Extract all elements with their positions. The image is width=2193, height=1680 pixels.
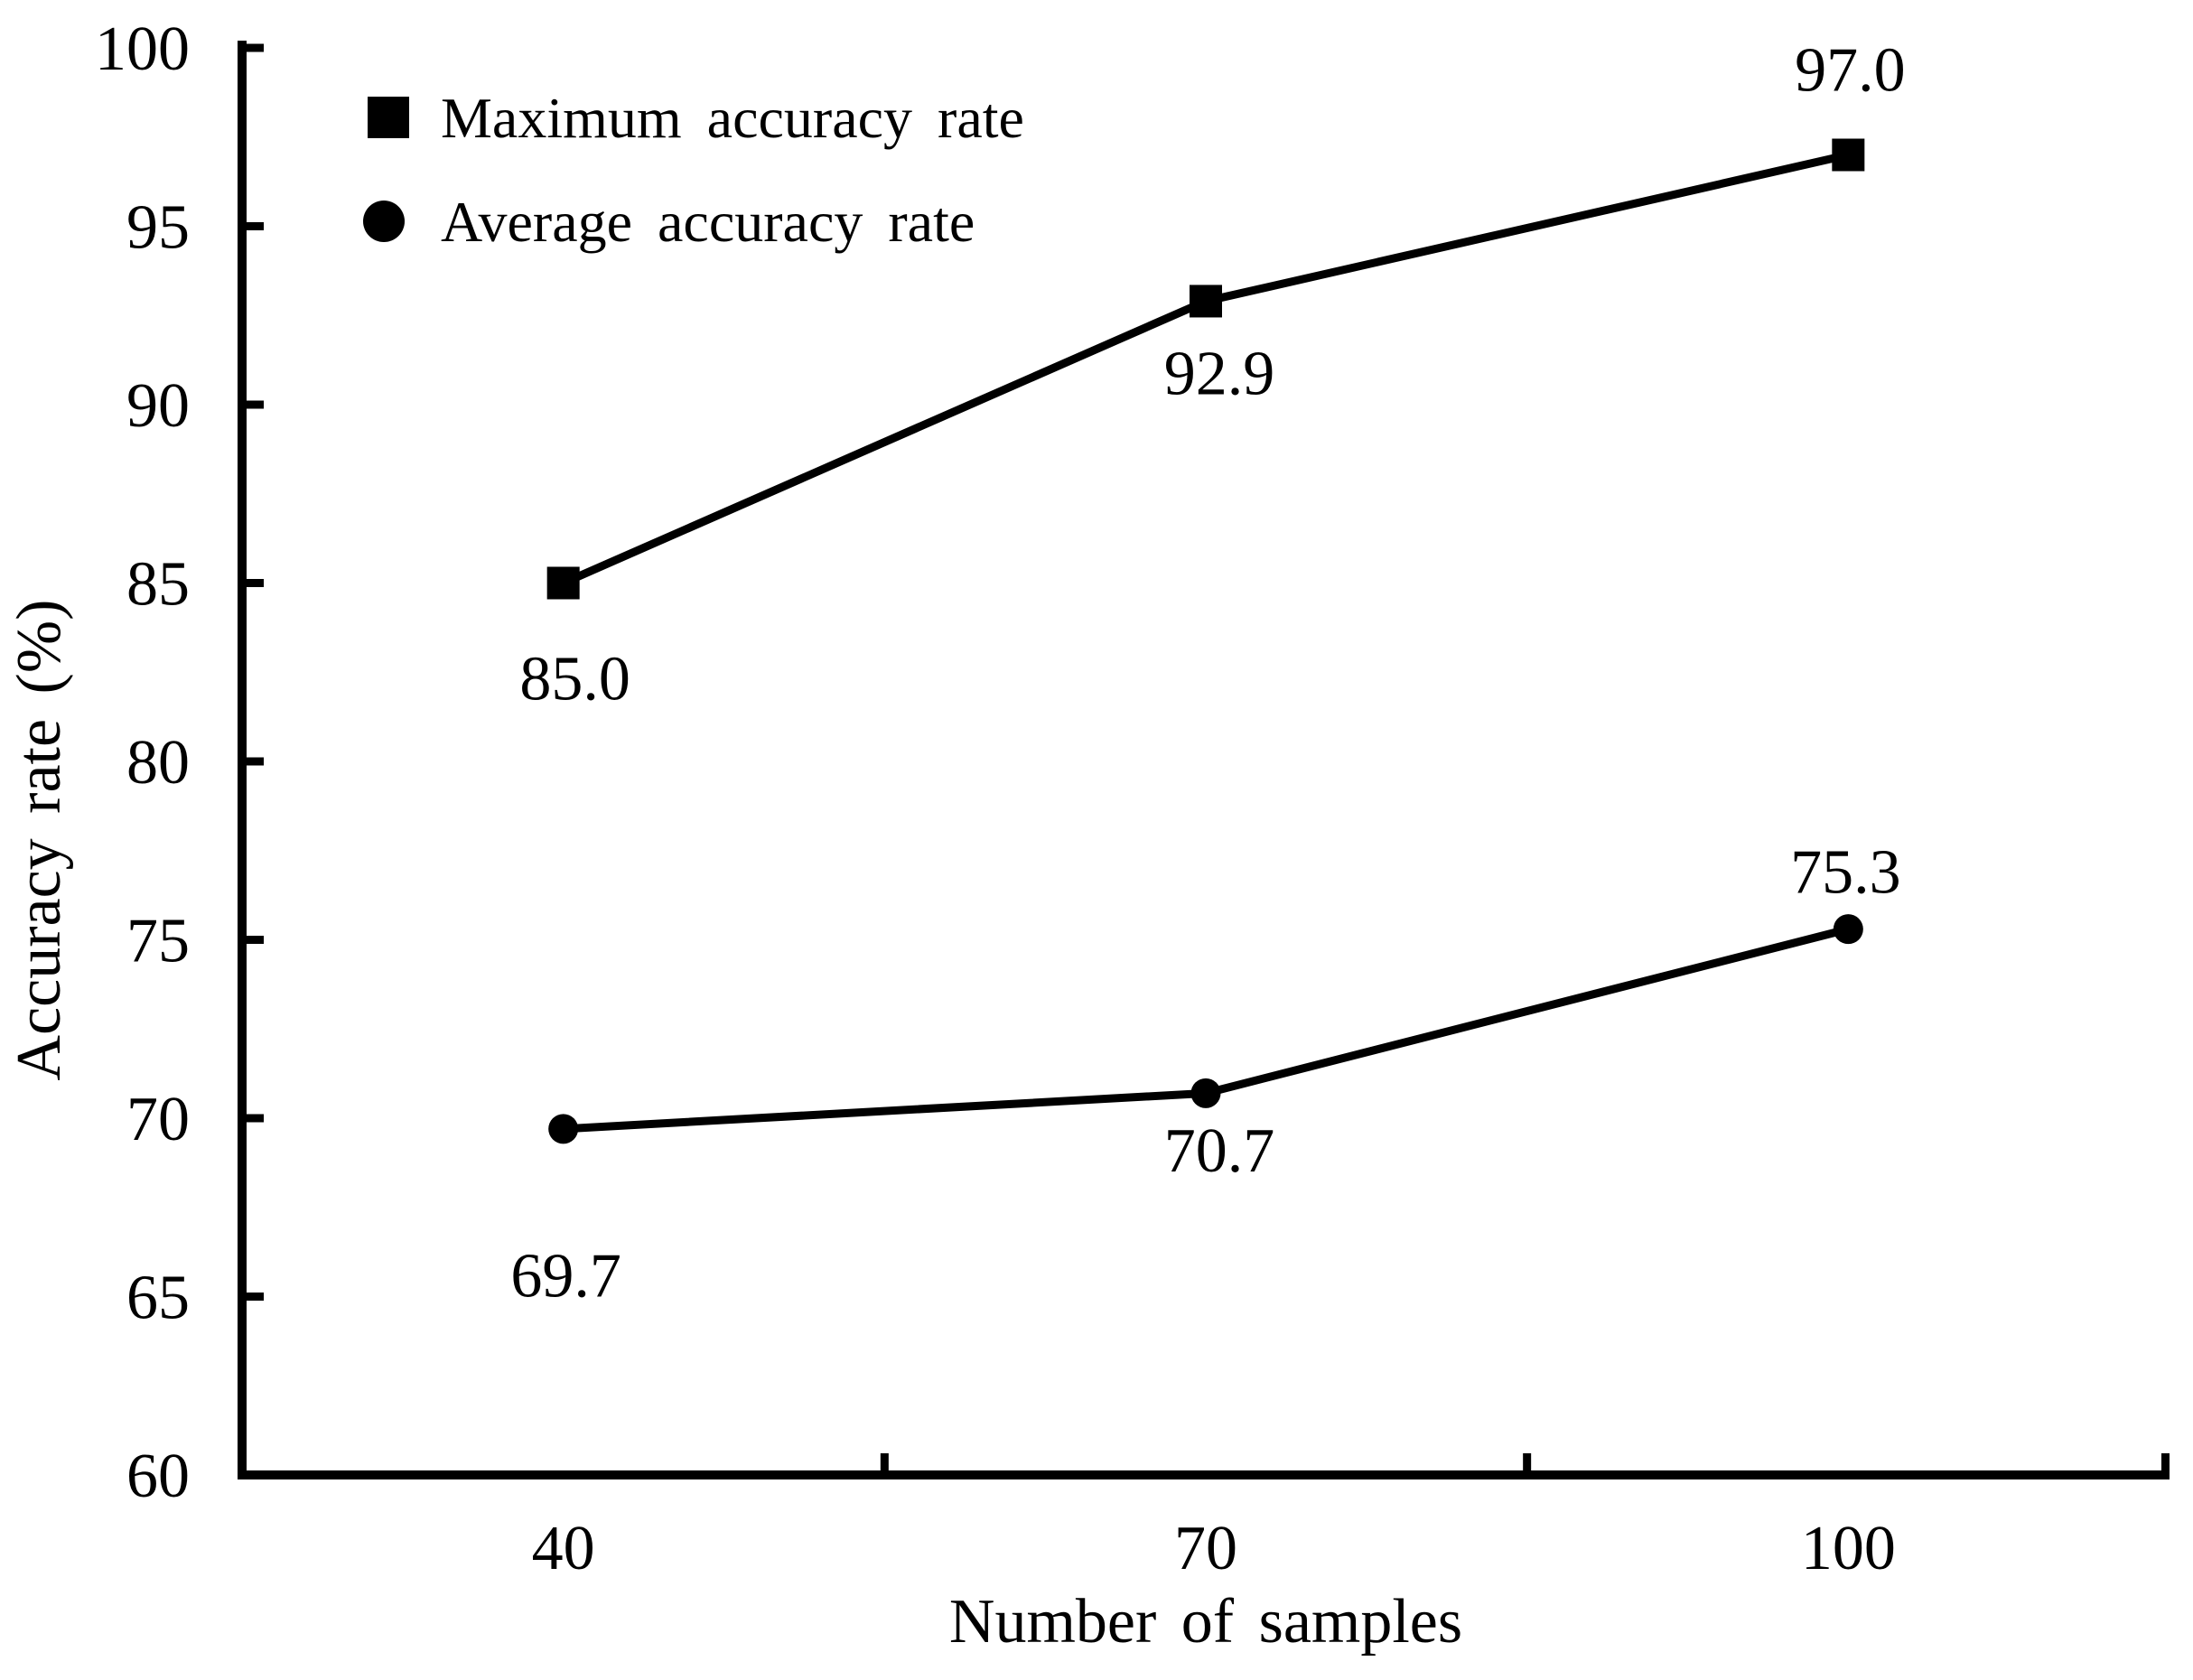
- data-label: 97.0: [1795, 35, 1906, 105]
- data-label: 69.7: [510, 1242, 621, 1311]
- circle-marker: [548, 1114, 579, 1144]
- square-marker: [1190, 285, 1222, 318]
- y-axis-title: Accuracy rate (%): [5, 600, 74, 1081]
- y-tick-label: 100: [95, 14, 190, 84]
- y-tick-label: 90: [126, 371, 190, 441]
- y-tick-label: 65: [126, 1263, 190, 1332]
- x-tick-label: 70: [1174, 1514, 1237, 1583]
- data-label: 70.7: [1164, 1116, 1275, 1186]
- y-tick-label: 80: [126, 728, 190, 798]
- y-tick-label: 60: [126, 1442, 190, 1511]
- data-label: 75.3: [1790, 837, 1901, 907]
- data-label: 85.0: [519, 644, 630, 714]
- x-tick-label: 40: [532, 1514, 595, 1583]
- y-tick-label: 95: [126, 192, 190, 262]
- x-tick-label: 100: [1801, 1514, 1896, 1583]
- circle-marker: [1833, 914, 1863, 945]
- legend-label-average: Average accuracy rate: [441, 190, 975, 254]
- y-tick-label: 75: [126, 906, 190, 975]
- square-marker: [1832, 138, 1865, 172]
- data-label: 92.9: [1164, 339, 1275, 408]
- legend-label-maximum: Maximum accuracy rate: [441, 86, 1024, 150]
- series-square: 85.0 92.9 97.0: [519, 35, 1905, 714]
- y-tick-label: 85: [126, 549, 190, 619]
- legend-square-marker: [368, 97, 409, 138]
- legend: Maximum accuracy rate Average accuracy ra…: [363, 86, 1024, 254]
- x-axis-title: Number of samples: [949, 1587, 1462, 1657]
- y-tick-label: 70: [126, 1085, 190, 1154]
- circle-marker: [1190, 1078, 1221, 1108]
- legend-circle-marker: [363, 201, 405, 242]
- square-marker: [546, 566, 580, 600]
- series-circle: 69.7 70.7 75.3: [510, 837, 1900, 1311]
